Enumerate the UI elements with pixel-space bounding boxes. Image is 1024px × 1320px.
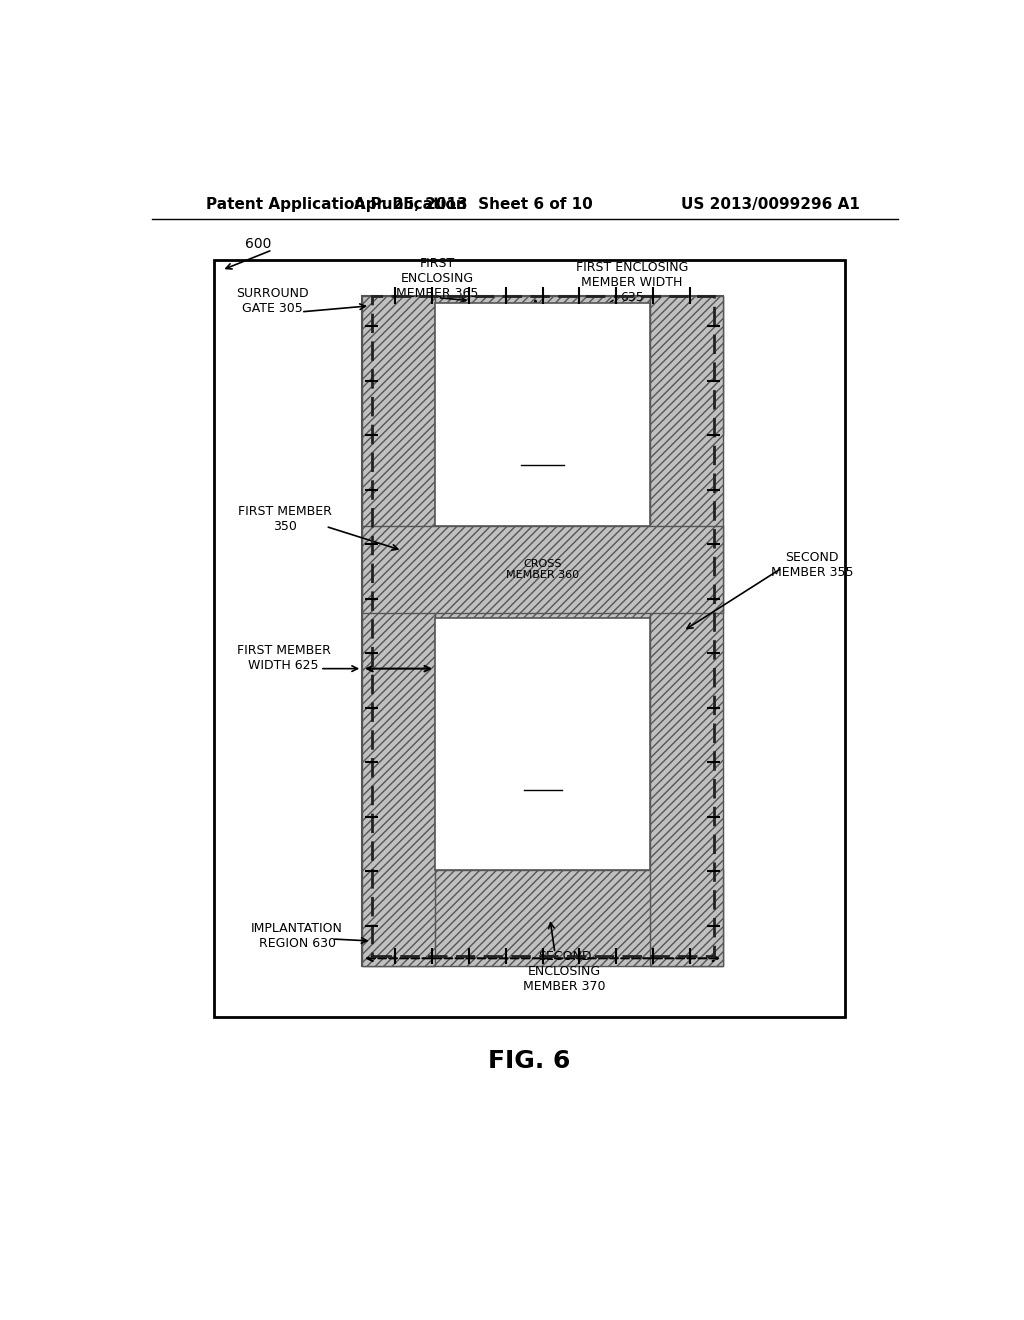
Text: FIRST
ENCLOSING
MEMBER 365: FIRST ENCLOSING MEMBER 365 bbox=[396, 257, 478, 300]
Bar bbox=[435, 302, 650, 527]
Bar bbox=[650, 296, 723, 966]
Text: FIRST ENCLOSING
MEMBER WIDTH
635: FIRST ENCLOSING MEMBER WIDTH 635 bbox=[575, 261, 688, 304]
Bar bbox=[362, 527, 723, 612]
Bar bbox=[362, 870, 723, 966]
Bar bbox=[362, 296, 723, 966]
Text: 600: 600 bbox=[246, 236, 271, 251]
Text: DRAIN
REGION: DRAIN REGION bbox=[515, 370, 569, 399]
Bar bbox=[362, 296, 435, 966]
Text: 620: 620 bbox=[529, 446, 556, 461]
Text: CROSS
MEMBER 360: CROSS MEMBER 360 bbox=[506, 558, 580, 581]
Text: Apr. 25, 2013  Sheet 6 of 10: Apr. 25, 2013 Sheet 6 of 10 bbox=[354, 197, 593, 211]
Bar bbox=[435, 618, 650, 870]
Text: SECOND
MEMBER 355: SECOND MEMBER 355 bbox=[771, 550, 853, 579]
Text: 615: 615 bbox=[529, 771, 556, 784]
Bar bbox=[362, 296, 723, 434]
Text: IMPLANTATION
REGION 630: IMPLANTATION REGION 630 bbox=[251, 921, 343, 950]
Text: FIRST MEMBER
WIDTH 625: FIRST MEMBER WIDTH 625 bbox=[237, 644, 331, 672]
Text: SECOND
ENCLOSING
MEMBER 370: SECOND ENCLOSING MEMBER 370 bbox=[523, 950, 606, 993]
Text: FIRST MEMBER
350: FIRST MEMBER 350 bbox=[239, 506, 332, 533]
Text: US 2013/0099296 A1: US 2013/0099296 A1 bbox=[681, 197, 860, 211]
Bar bbox=[214, 260, 845, 1018]
Text: SOURCE
REGION: SOURCE REGION bbox=[514, 704, 571, 734]
Text: SURROUND
GATE 305: SURROUND GATE 305 bbox=[237, 286, 309, 314]
Text: FIG. 6: FIG. 6 bbox=[487, 1049, 570, 1073]
Bar bbox=[372, 296, 714, 956]
Text: Patent Application Publication: Patent Application Publication bbox=[206, 197, 467, 211]
